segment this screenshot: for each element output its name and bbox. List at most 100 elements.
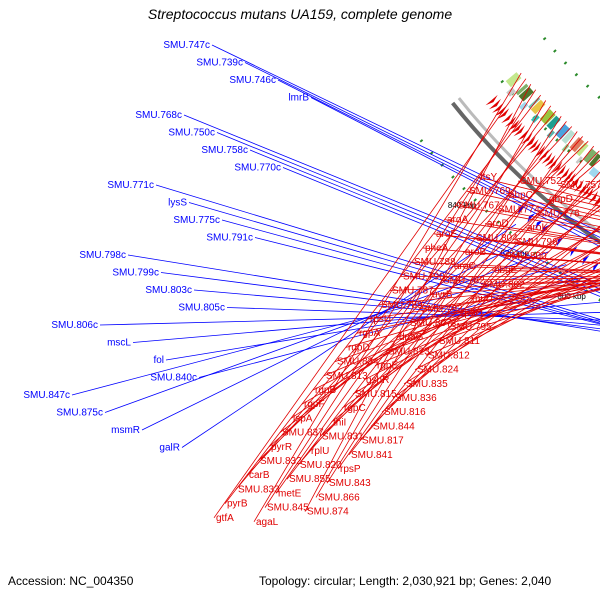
reverse-gene-label: pyrB — [227, 499, 248, 510]
forward-gene-label: SMU.791c — [206, 233, 253, 244]
reverse-gene-label: rgpA — [359, 328, 380, 339]
feature-band-segment — [518, 101, 529, 111]
reverse-strand-gene-arrow — [551, 161, 563, 174]
feature-band-segment — [515, 83, 529, 96]
forward-gene-leader-line — [160, 272, 600, 330]
reverse-strand-gene-arrow — [562, 170, 573, 183]
reverse-gene-label: SMU.835 — [406, 379, 448, 390]
reverse-strand-gene-arrow — [494, 105, 507, 117]
reverse-gene-leader-line — [337, 131, 578, 470]
forward-gene-label: mscL — [107, 338, 131, 349]
reverse-gene-leader-line — [469, 285, 600, 299]
reverse-gene-label: obgE — [494, 265, 518, 276]
reverse-gene-leader-line — [436, 287, 600, 342]
forward-gene-label: SMU.747c — [163, 40, 210, 51]
reverse-gene-leader-line — [308, 150, 600, 452]
reverse-strand-gene-arrow — [577, 182, 588, 196]
reverse-gene-label: SMU.844 — [373, 421, 415, 432]
reverse-gene-label: SMU.757 — [560, 180, 600, 191]
reverse-gene-label: SMU.767 — [458, 200, 500, 211]
forward-strand-gene-arrow — [592, 262, 600, 273]
reverse-gene-label: gbpD — [549, 194, 573, 205]
feature-band-segment — [506, 87, 516, 97]
forward-gene-label: fol — [153, 355, 164, 366]
reverse-strand-gene-arrow — [538, 149, 550, 161]
circular-genome-diagram: 680 kbp700 kbp720 kbp740 kbp760 kbp780 k… — [23, 32, 600, 528]
forward-gene-leader-line — [216, 132, 600, 290]
reverse-gene-leader-line — [411, 261, 600, 271]
reverse-gene-leader-line — [345, 275, 600, 348]
reverse-gene-leader-line — [433, 233, 600, 255]
forward-gene-label: SMU.775c — [173, 215, 220, 226]
reverse-gene-label: SMU.845 — [267, 503, 309, 514]
feature-band-segment — [546, 115, 561, 130]
forward-gene-label: msmR — [111, 425, 140, 436]
reverse-gene-leader-line — [403, 261, 600, 385]
tick-label: 820 kbp — [501, 249, 530, 258]
reverse-gene-leader-line — [484, 223, 600, 243]
reverse-gene-label: thiI — [333, 417, 346, 428]
feature-band-segment — [518, 86, 534, 102]
reverse-gene-label: SMU.833 — [238, 484, 280, 495]
forward-gene-label: SMU.770c — [234, 163, 281, 174]
reverse-gene-label: SMU.831 — [322, 432, 364, 443]
backbone-inner-ring — [457, 97, 600, 235]
reverse-strand-gene-arrow — [580, 185, 591, 198]
forward-strand-gene-arrow — [556, 236, 565, 247]
reverse-gene-leader-line — [367, 282, 600, 320]
reverse-gene-label: SMU.795 — [450, 322, 492, 333]
feature-band-segment — [505, 72, 522, 88]
reverse-gene-label: aroD — [487, 219, 509, 230]
forward-strand-gene-arrow — [527, 213, 536, 223]
reverse-gene-leader-line — [356, 280, 600, 334]
map-title: Streptococcus mutans UA159, complete gen… — [147, 6, 453, 22]
reverse-strand-gene-arrow — [588, 190, 599, 204]
reverse-gene-leader-line — [513, 241, 600, 253]
reverse-strand-gene-arrow — [547, 157, 559, 170]
forward-gene-label: SMU.750c — [168, 128, 215, 139]
feature-band-segment — [582, 148, 598, 164]
forward-gene-label: lysS — [168, 198, 187, 209]
reverse-gene-label: SMU.787 — [392, 286, 434, 297]
genome-summary-text: Topology: circular; Length: 2,030,921 bp… — [259, 574, 552, 588]
forward-gene-leader-line — [244, 62, 600, 238]
reverse-gene-label: ftsY — [480, 172, 498, 183]
forward-gene-label: SMU.805c — [178, 303, 225, 314]
forward-gene-label: SMU.847c — [23, 390, 70, 401]
reverse-gene-label: SMU.836 — [395, 393, 437, 404]
reverse-gene-leader-line — [348, 145, 595, 456]
reverse-gene-label: gtfA — [216, 513, 234, 524]
reverse-gene-label: SMU.824 — [417, 365, 459, 376]
forward-gene-leader-line — [183, 114, 600, 285]
reverse-strand-gene-arrow — [507, 119, 520, 131]
feature-band-segment — [530, 99, 546, 115]
forward-gene-label: SMU.739c — [196, 58, 243, 69]
reverse-gene-leader-line — [502, 255, 600, 264]
reverse-gene-label: aroK — [527, 223, 548, 234]
reverse-gene-label: SMU.837 — [282, 428, 324, 439]
reverse-gene-label: SMU.841 — [351, 450, 393, 461]
reverse-gene-leader-line — [466, 190, 600, 221]
reverse-gene-leader-line — [473, 237, 600, 254]
reverse-gene-label: SMU.820 — [300, 460, 342, 471]
reverse-gene-leader-line — [315, 100, 547, 498]
reverse-gene-label: SMU.789 — [381, 300, 423, 311]
reverse-gene-leader-line — [297, 136, 583, 466]
reverse-gene-label: SMU.832 — [260, 456, 302, 467]
reverse-strand-gene-arrow — [497, 108, 510, 119]
backbone-outer-ring — [451, 101, 600, 245]
reverse-gene-leader-line — [491, 269, 600, 274]
reverse-gene-label: SMU.800 — [505, 251, 547, 262]
reverse-gene-label: SMU.817 — [362, 436, 404, 447]
reverse-gene-leader-line — [319, 179, 600, 437]
reverse-gene-leader-line — [447, 289, 600, 328]
forward-gene-label: SMU.771c — [107, 180, 154, 191]
reverse-gene-leader-line — [477, 176, 600, 207]
reverse-gene-label: aroB — [465, 247, 486, 258]
reverse-gene-label: SMU.866 — [318, 492, 360, 503]
feature-band-segment — [539, 109, 556, 125]
reverse-gene-leader-line — [418, 285, 600, 310]
forward-gene-label: SMU.803c — [145, 285, 192, 296]
forward-gene-leader-line — [310, 97, 600, 248]
reverse-gene-leader-line — [429, 282, 600, 295]
